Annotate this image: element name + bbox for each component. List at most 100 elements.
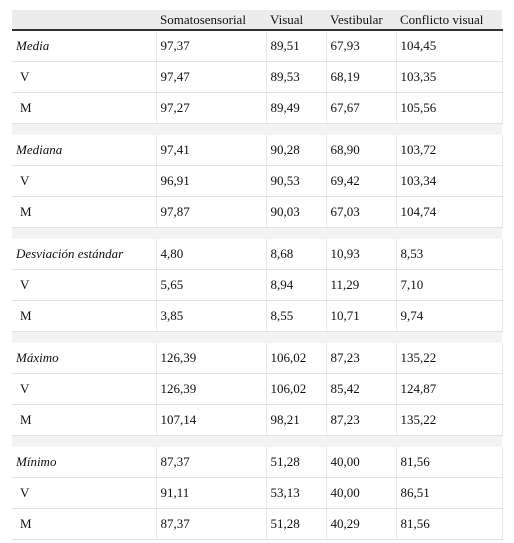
group-label: Mediana [12, 135, 156, 166]
cell: 67,93 [325, 30, 396, 62]
spacer-cell [12, 435, 156, 447]
row-label: V [12, 165, 156, 197]
row-label: V [12, 269, 156, 301]
header-cell: Vestibular [326, 10, 396, 31]
cell: 85,42 [325, 373, 396, 405]
cell: 87,23 [325, 404, 396, 436]
cell: 124,87 [395, 373, 503, 405]
cell: 97,47 [155, 61, 266, 93]
sub-row: M 97,27 89,49 67,67 105,56 [12, 92, 503, 124]
cell: 126,39 [155, 343, 266, 374]
row-label: M [12, 404, 156, 436]
sub-row: M 3,85 8,55 10,71 9,74 [12, 300, 503, 332]
cell: 8,53 [395, 239, 503, 270]
cell: 96,91 [155, 165, 266, 197]
spacer-row [12, 123, 502, 135]
cell: 10,71 [325, 300, 396, 332]
spacer-row [12, 435, 502, 447]
sub-row: M 107,14 98,21 87,23 135,22 [12, 404, 503, 436]
sub-row: V 5,65 8,94 11,29 7,10 [12, 269, 503, 301]
group-label: Media [12, 30, 156, 62]
row-label: M [12, 508, 156, 540]
cell: 90,28 [265, 135, 326, 166]
group-label: Mínimo [12, 447, 156, 478]
cell: 104,45 [395, 30, 503, 62]
spacer-cell [326, 123, 396, 135]
cell: 5,65 [155, 269, 266, 301]
cell: 40,29 [325, 508, 396, 540]
sub-row: M 87,37 51,28 40,29 81,56 [12, 508, 503, 540]
cell: 40,00 [325, 447, 396, 478]
cell: 87,37 [155, 447, 266, 478]
cell: 10,93 [325, 239, 396, 270]
group-row: Desviación estándar 4,80 8,68 10,93 8,53 [12, 239, 503, 270]
cell: 97,27 [155, 92, 266, 124]
spacer-cell [326, 435, 396, 447]
header-cell [12, 10, 156, 31]
data-table: Somatosensorial Visual Vestibular Conflicto… [12, 10, 503, 540]
cell: 97,41 [155, 135, 266, 166]
row-label: V [12, 373, 156, 405]
group-row: Máximo 126,39 106,02 87,23 135,22 [12, 343, 503, 374]
cell: 9,74 [395, 300, 503, 332]
spacer-cell [396, 435, 502, 447]
spacer-row [12, 227, 502, 239]
cell: 89,53 [265, 61, 326, 93]
cell: 97,37 [155, 30, 266, 62]
cell: 107,14 [155, 404, 266, 436]
cell: 86,51 [395, 477, 503, 509]
spacer-cell [156, 435, 266, 447]
sub-row: M 97,87 90,03 67,03 104,74 [12, 196, 503, 228]
spacer-cell [396, 227, 502, 239]
cell: 106,02 [265, 343, 326, 374]
row-label: M [12, 92, 156, 124]
cell: 8,94 [265, 269, 326, 301]
cell: 90,03 [265, 196, 326, 228]
group-label: Desviación estándar [12, 239, 156, 270]
cell: 40,00 [325, 477, 396, 509]
cell: 135,22 [395, 404, 503, 436]
cell: 51,28 [265, 508, 326, 540]
row-label: M [12, 300, 156, 332]
spacer-cell [266, 331, 326, 343]
cell: 68,90 [325, 135, 396, 166]
cell: 105,56 [395, 92, 503, 124]
spacer-cell [12, 331, 156, 343]
cell: 4,80 [155, 239, 266, 270]
spacer-cell [326, 227, 396, 239]
spacer-cell [156, 227, 266, 239]
cell: 67,67 [325, 92, 396, 124]
cell: 8,68 [265, 239, 326, 270]
sub-row: V 91,11 53,13 40,00 86,51 [12, 477, 503, 509]
group-row: Mínimo 87,37 51,28 40,00 81,56 [12, 447, 503, 478]
cell: 97,87 [155, 196, 266, 228]
group-label: Máximo [12, 343, 156, 374]
cell: 103,35 [395, 61, 503, 93]
cell: 89,49 [265, 92, 326, 124]
cell: 90,53 [265, 165, 326, 197]
cell: 81,56 [395, 447, 503, 478]
group-row: Mediana 97,41 90,28 68,90 103,72 [12, 135, 503, 166]
cell: 126,39 [155, 373, 266, 405]
cell: 8,55 [265, 300, 326, 332]
cell: 3,85 [155, 300, 266, 332]
spacer-cell [396, 123, 502, 135]
cell: 89,51 [265, 30, 326, 62]
header-cell: Conflicto visual [396, 10, 502, 31]
spacer-cell [156, 331, 266, 343]
header-row: Somatosensorial Visual Vestibular Conflicto… [12, 10, 502, 31]
sub-row: V 126,39 106,02 85,42 124,87 [12, 373, 503, 405]
header-cell: Somatosensorial [156, 10, 266, 31]
row-label: V [12, 477, 156, 509]
cell: 53,13 [265, 477, 326, 509]
cell: 98,21 [265, 404, 326, 436]
cell: 51,28 [265, 447, 326, 478]
spacer-cell [326, 331, 396, 343]
row-label: V [12, 61, 156, 93]
spacer-cell [266, 435, 326, 447]
spacer-cell [396, 331, 502, 343]
spacer-row [12, 331, 502, 343]
spacer-cell [156, 123, 266, 135]
group-row: Media 97,37 89,51 67,93 104,45 [12, 30, 503, 62]
